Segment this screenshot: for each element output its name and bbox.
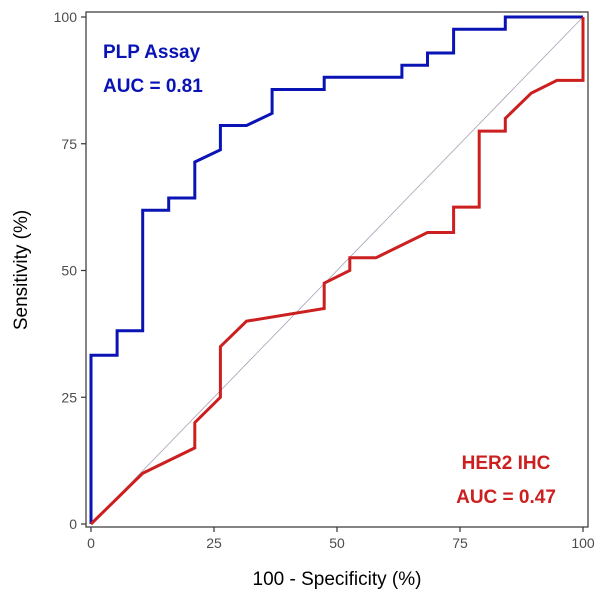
annotation-layer: PLP Assay AUC = 0.81 HER2 IHC AUC = 0.47 — [103, 42, 556, 508]
annotation-her2-name: HER2 IHC — [462, 453, 551, 474]
y-tick-label: 50 — [61, 263, 77, 279]
annotation-plp-name: PLP Assay — [103, 42, 201, 63]
tick-layer: 0 25 50 75 100 0 25 50 75 100 — [54, 9, 595, 551]
annotation-plp-auc: AUC = 0.81 — [103, 76, 203, 97]
roc-curve-plp-assay — [89, 15, 583, 524]
x-tick-label: 75 — [452, 535, 468, 551]
roc-curve-her2-ihc — [89, 17, 585, 526]
x-tick-label: 0 — [87, 535, 95, 551]
y-tick-label: 25 — [61, 389, 77, 405]
reference-diagonal-line — [90, 16, 584, 525]
reference-layer — [90, 16, 584, 525]
series-layer — [89, 15, 585, 526]
x-tick-label: 25 — [206, 535, 222, 551]
annotation-her2-auc: AUC = 0.47 — [456, 487, 556, 508]
y-tick-label: 0 — [69, 516, 77, 532]
x-tick-label: 100 — [571, 535, 595, 551]
x-axis-title: 100 - Specificity (%) — [253, 569, 422, 590]
y-tick-label: 75 — [61, 136, 77, 152]
y-axis-title: Sensitivity (%) — [11, 210, 32, 330]
x-tick-label: 50 — [329, 535, 345, 551]
y-tick-label: 100 — [54, 9, 78, 25]
